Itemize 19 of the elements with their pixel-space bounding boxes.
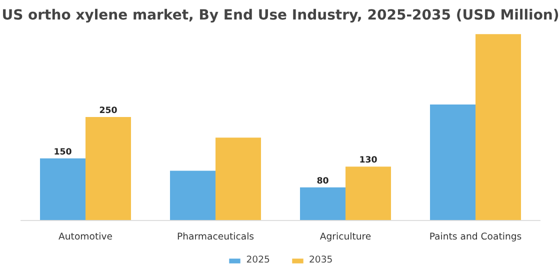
chart-title: US ortho xylene market, By End Use Industry, 2025-2035 (USD Million) — [2, 8, 560, 24]
legend-label: 2025 — [246, 254, 270, 266]
x-tick-label: Automotive — [58, 232, 113, 242]
x-tick-label: Paints and Coatings — [429, 232, 522, 242]
bar — [476, 34, 521, 220]
data-label: 80 — [316, 176, 329, 186]
bar — [346, 166, 391, 220]
x-tick-label: Agriculture — [320, 232, 372, 242]
data-label: 130 — [359, 156, 378, 166]
data-label: 150 — [54, 147, 72, 158]
bar — [40, 158, 86, 220]
bar — [430, 104, 476, 220]
x-tick-label: Pharmaceuticals — [176, 232, 254, 242]
data-label: 250 — [99, 106, 118, 116]
legend-label: 2035 — [309, 254, 333, 266]
bar — [300, 187, 346, 220]
bar — [170, 170, 216, 220]
bar — [216, 138, 261, 220]
bar — [86, 116, 131, 220]
